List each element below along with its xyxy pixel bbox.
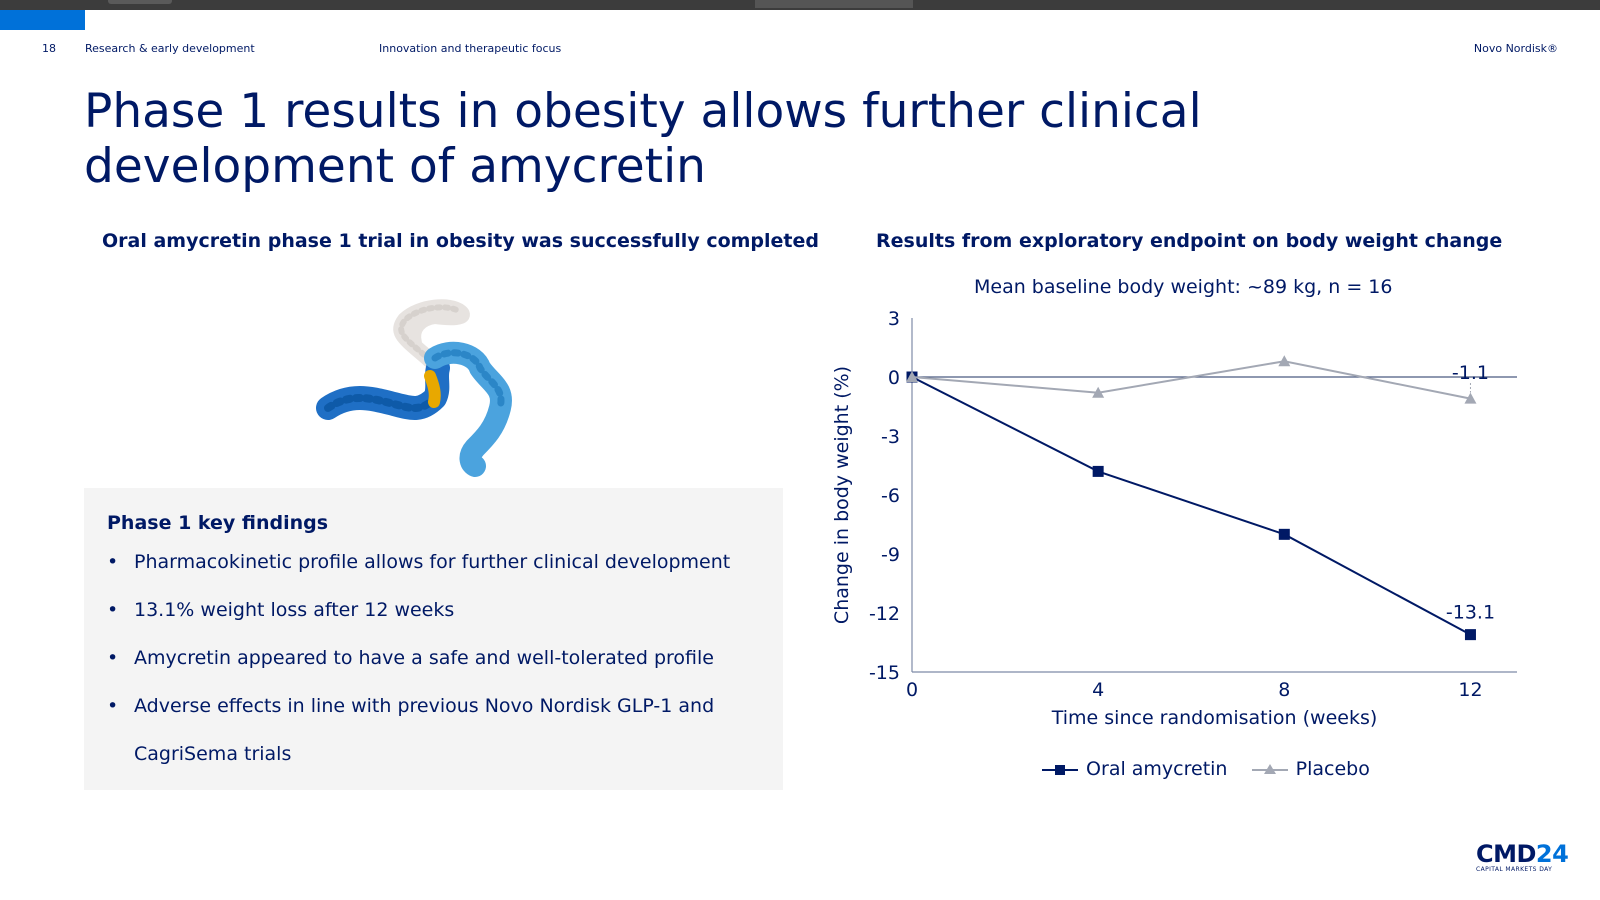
right-subtitle: Results from exploratory endpoint on bod…	[876, 230, 1503, 252]
x-axis-label: Time since randomisation (weeks)	[1051, 707, 1378, 729]
y-tick-label: -12	[869, 603, 900, 625]
window-top-bar	[0, 0, 1600, 10]
window-tab-active[interactable]	[755, 0, 913, 8]
finding-text: Pharmacokinetic profile allows for furth…	[134, 551, 731, 573]
legend-oral-amycretin-label: Oral amycretin	[1086, 758, 1228, 780]
page-number: 18	[42, 42, 56, 55]
y-tick-label: -9	[881, 544, 900, 566]
finding-text: Adverse effects in line with previous No…	[134, 695, 715, 717]
window-tab[interactable]	[108, 0, 172, 4]
weight-change-chart: 3 0 -3 -6 -9 -12 -15 0 4 8 12 Time since randomisat…	[831, 308, 1517, 729]
amycretin-molecule-image	[316, 299, 512, 477]
y-tick-label: -3	[881, 426, 900, 448]
bullet-dot: •	[107, 647, 119, 669]
y-tick-label: -15	[869, 662, 900, 684]
baseline-note: Mean baseline body weight: ~89 kg, n = 1…	[974, 276, 1393, 298]
legend-placebo-label: Placebo	[1295, 758, 1370, 780]
chart-legend: Oral amycretin Placebo	[1040, 758, 1370, 780]
legend-placebo-icon	[1251, 763, 1288, 774]
data-point-placebo	[1464, 392, 1477, 404]
y-axis-label: Change in body weight (%)	[831, 366, 853, 624]
data-point-oral-amycretin	[1464, 629, 1476, 641]
legend-oral-amycretin-icon	[1042, 764, 1078, 775]
x-tick-label: 4	[1092, 679, 1104, 701]
cmd24-logo: CMD24 CAPITAL MARKETS DAY	[1476, 840, 1569, 873]
data-label-placebo: -1.1	[1452, 362, 1489, 384]
bullet-dot: •	[107, 551, 119, 573]
data-point-placebo	[1278, 355, 1291, 367]
y-tick-label: 3	[888, 308, 900, 330]
logo-text-dark: CMD	[1476, 840, 1536, 868]
left-subtitle: Oral amycretin phase 1 trial in obesity …	[102, 230, 819, 252]
data-point-placebo	[906, 371, 918, 382]
key-findings-panel: Phase 1 key findings • Pharmacokinetic p…	[84, 488, 783, 790]
series-line-placebo	[911, 360, 1471, 400]
logo-tagline: CAPITAL MARKETS DAY	[1476, 866, 1553, 873]
logo-text-blue: 24	[1535, 840, 1569, 868]
x-tick-label: 0	[906, 679, 918, 701]
page-title: Phase 1 results in obesity allows furthe…	[84, 84, 1202, 194]
finding-text: 13.1% weight loss after 12 weeks	[134, 599, 455, 621]
data-point-oral-amycretin	[1278, 528, 1290, 540]
data-label-oral-amycretin: -13.1	[1446, 602, 1495, 624]
x-tick-label: 12	[1458, 679, 1482, 701]
x-tick-label: 8	[1278, 679, 1290, 701]
bullet-dot: •	[107, 695, 119, 717]
header-subsection: Innovation and therapeutic focus	[379, 42, 562, 55]
finding-text: Amycretin appeared to have a safe and we…	[134, 647, 714, 669]
y-tick-label: 0	[888, 367, 900, 389]
y-tick-label: -6	[881, 485, 900, 507]
section-color-tab	[0, 10, 85, 30]
header-brand: Novo Nordisk®	[1473, 42, 1558, 55]
data-point-placebo	[1092, 386, 1105, 398]
bullet-dot: •	[107, 599, 119, 621]
data-point-oral-amycretin	[1092, 465, 1104, 477]
series-line-oral-amycretin	[911, 376, 1471, 636]
finding-text: CagriSema trials	[134, 743, 292, 765]
key-findings-title: Phase 1 key findings	[107, 512, 329, 534]
header-section: Research & early development	[85, 42, 255, 55]
